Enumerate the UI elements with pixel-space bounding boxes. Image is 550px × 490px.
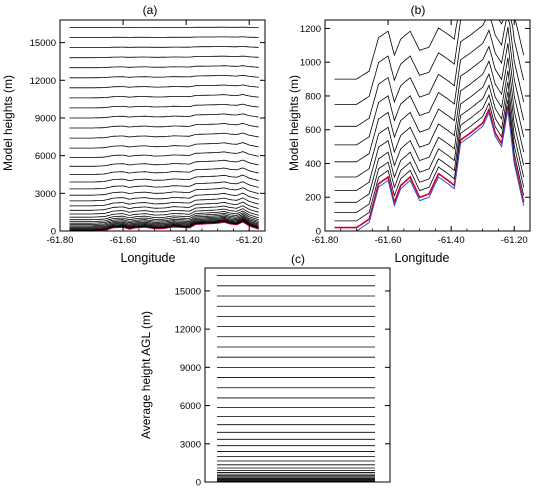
x-tick-label-b-2: -61.40 [438,235,465,246]
x-tick-label-b-1: -61.60 [375,235,402,246]
model-level-line-a-9 [69,214,259,224]
x-tick-label-a-3: -61.20 [236,235,263,246]
model-level-line-a-26 [69,113,259,119]
model-level-line-a-7 [69,216,259,227]
x-tick-label-b-3: -61.20 [501,235,528,246]
model-level-line-a-3 [69,220,259,230]
y-tick-label-b-4: 800 [305,91,321,102]
model-level-line-a-21 [69,159,259,167]
panel-a-ticks: -61.80 -61.60 -61.40 -61.20 0 3000 6000 9000 120… [30,20,266,246]
model-level-line-b-2 [334,99,525,222]
y-tick-label-b-3: 600 [305,125,321,136]
model-level-line-a-27 [69,103,259,109]
y-tick-label-a-1: 3000 [35,189,56,200]
panel-a: (a) Model heights (m) Longitude -61.80 -6… [1,3,266,265]
model-level-line-b-1 [334,106,525,229]
model-level-line-a-19 [69,174,259,183]
model-level-line-a-29 [69,84,259,89]
panel-b-frame [324,19,531,232]
model-level-line-a-17 [69,187,259,196]
x-tick-label-a-0: -61.80 [47,235,74,246]
panel-a-frame [59,19,266,232]
model-level-line-a-14 [69,201,259,211]
y-tick-label-b-1: 200 [305,193,321,204]
model-level-line-b-3 [334,91,525,213]
y-tick-label-a-4: 12000 [30,76,56,87]
model-level-line-a-8 [69,215,259,225]
model-level-line-a-2 [69,220,259,231]
model-level-line-a-6 [69,217,259,228]
model-level-line-a-15 [69,197,259,207]
model-level-line-a-32 [69,55,259,59]
y-tick-label-a-0: 0 [51,227,56,238]
y-tick-label-c-3: 9000 [180,363,201,374]
y-tick-label-b-5: 1000 [300,58,321,69]
y-tick-label-c-5: 15000 [175,286,201,297]
y-tick-label-b-2: 400 [305,159,321,170]
y-tick-label-a-3: 9000 [35,113,56,124]
model-level-line-b-7 [334,43,525,163]
panel-b-level-lines [334,19,525,232]
y-tick-label-b-0: 0 [316,227,321,238]
model-level-line-a-33 [69,45,259,48]
panel-b-label: (b) [411,3,426,17]
panel-c: (c) Average height AGL (m) 0 3000 6000 9000… [139,252,391,489]
model-level-line-a-4 [69,219,259,230]
panel-a-ylabel: Model heights (m) [1,75,15,171]
model-level-line-b-10 [334,19,525,105]
model-level-line-a-18 [69,181,259,190]
model-level-line-a-5 [69,218,259,229]
model-level-line-a-34 [69,36,259,38]
model-level-line-a-13 [69,205,259,215]
y-tick-label-c-1: 3000 [180,439,201,450]
model-level-line-a-22 [69,151,259,158]
panel-b: (b) Model heights (m) Longitude -61.80 -6… [287,3,531,265]
panel-a-label: (a) [143,3,158,17]
y-tick-label-c-2: 6000 [180,401,201,412]
terrain-line-b [334,109,525,232]
panel-c-ticks: 0 3000 6000 9000 12000 15000 [175,286,390,489]
y-tick-label-a-5: 15000 [30,38,56,49]
panel-c-level-lines [217,275,375,483]
model-level-line-a-30 [69,74,259,79]
panel-b-ticks: -61.80 -61.60 -61.40 -61.20 0 200 400 600 800 100… [300,20,531,246]
panel-c-ylabel: Average height AGL (m) [139,311,153,439]
panel-b-xlabel: Longitude [395,251,450,265]
y-tick-label-c-0: 0 [196,478,201,489]
x-tick-label-b-0: -61.80 [312,235,339,246]
y-tick-label-b-6: 1200 [300,24,321,35]
panel-a-level-lines [69,26,259,232]
panel-b-ylabel: Model heights (m) [287,75,301,171]
panel-c-frame [204,267,391,483]
model-level-line-a-10 [69,212,259,222]
model-level-line-a-23 [69,142,259,149]
model-level-line-b-5 [334,70,525,191]
x-tick-label-a-2: -61.40 [173,235,200,246]
y-tick-label-a-2: 6000 [35,151,56,162]
model-level-line-a-25 [69,122,259,129]
model-level-line-b-9 [334,19,525,127]
model-level-line-b-8 [334,27,525,146]
panel-a-xlabel: Longitude [121,251,176,265]
model-level-line-a-11 [69,210,259,221]
model-level-line-a-28 [69,94,259,99]
model-level-line-b-6 [334,57,525,178]
model-level-line-b-4 [334,81,525,203]
y-tick-label-c-4: 12000 [175,325,201,336]
model-level-line-a-16 [69,192,259,202]
model-level-line-a-20 [69,167,259,175]
model-level-line-a-31 [69,65,259,69]
model-level-line-a-24 [69,132,259,139]
panel-c-label: (c) [291,252,305,266]
x-tick-label-a-1: -61.60 [110,235,137,246]
model-level-line-a-12 [69,208,259,218]
